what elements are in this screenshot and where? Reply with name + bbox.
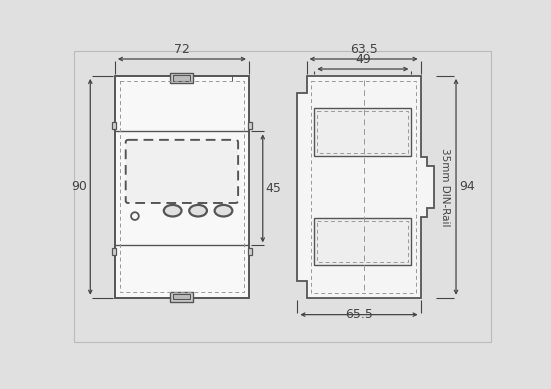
Bar <box>248 248 252 254</box>
Text: 90: 90 <box>71 180 87 193</box>
Bar <box>314 108 412 156</box>
Ellipse shape <box>215 205 233 216</box>
Bar <box>311 81 416 293</box>
Text: 63.5: 63.5 <box>350 43 377 56</box>
Bar <box>115 76 249 298</box>
Ellipse shape <box>189 205 207 216</box>
Bar <box>120 81 244 292</box>
Bar <box>170 291 193 301</box>
Text: 94: 94 <box>459 180 475 193</box>
FancyBboxPatch shape <box>126 140 238 203</box>
Bar <box>112 122 116 129</box>
Bar <box>317 221 408 262</box>
Text: 35mm DIN-Rail: 35mm DIN-Rail <box>440 147 450 226</box>
Bar <box>314 217 412 265</box>
Bar <box>174 75 191 81</box>
Bar <box>170 73 193 83</box>
Ellipse shape <box>164 205 181 216</box>
Bar <box>112 248 116 254</box>
Text: 45: 45 <box>266 182 282 195</box>
Bar <box>174 294 191 299</box>
Text: 49: 49 <box>355 53 371 66</box>
Bar <box>317 111 408 153</box>
Text: 72: 72 <box>174 43 190 56</box>
Text: 65.5: 65.5 <box>345 308 373 321</box>
Bar <box>248 122 252 129</box>
Polygon shape <box>298 76 434 298</box>
